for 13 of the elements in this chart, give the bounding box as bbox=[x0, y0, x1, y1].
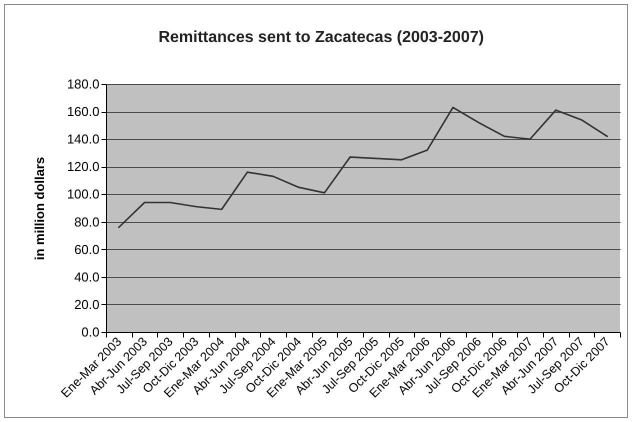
y-tick-label: 180.0 bbox=[66, 76, 100, 92]
y-tick-label: 100.0 bbox=[66, 186, 100, 202]
y-tick-label: 40.0 bbox=[74, 269, 100, 284]
y-tick-label: 0.0 bbox=[81, 324, 100, 340]
y-tick-label: 20.0 bbox=[74, 296, 100, 312]
y-tick-label: 80.0 bbox=[74, 214, 100, 230]
y-tick-label: 120.0 bbox=[66, 159, 100, 174]
chart-title: Remittances sent to Zacatecas (2003-2007) bbox=[158, 29, 484, 46]
y-tick-label: 140.0 bbox=[66, 132, 100, 147]
y-axis-title: in million dollars bbox=[32, 156, 47, 260]
line-series bbox=[118, 106, 608, 228]
y-tick-label: 60.0 bbox=[74, 242, 100, 257]
y-tick-label: 160.0 bbox=[66, 104, 100, 120]
